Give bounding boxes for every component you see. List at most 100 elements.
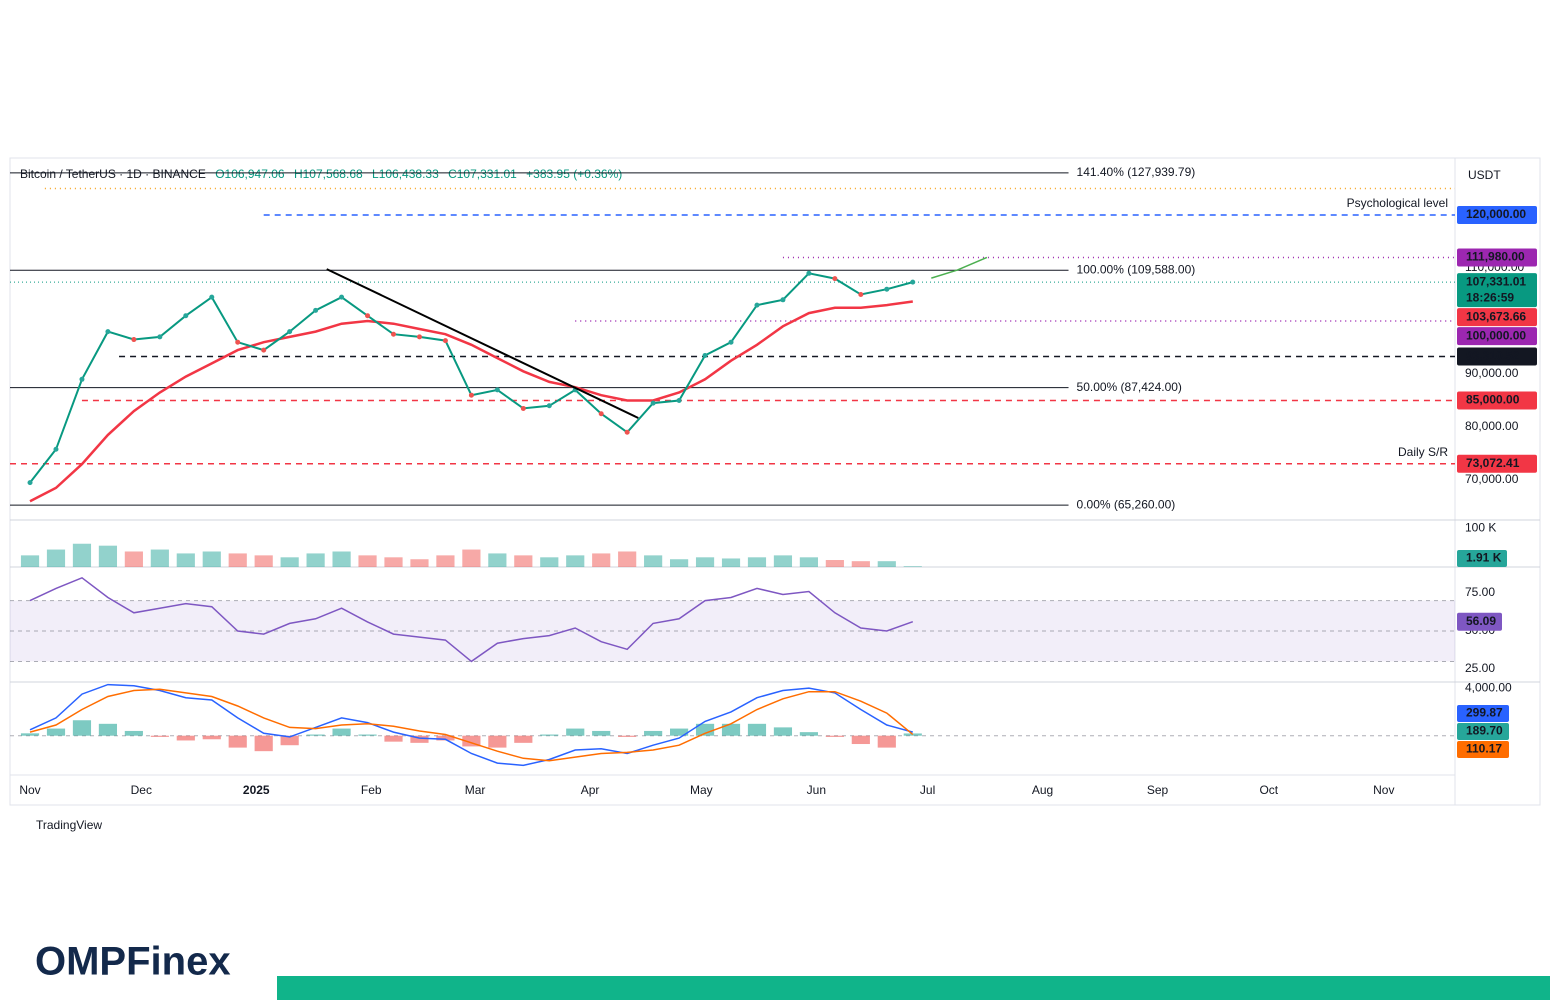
price-point <box>624 429 630 435</box>
price-point <box>546 403 552 409</box>
price-tag <box>1457 327 1537 346</box>
volume-bar <box>721 558 741 567</box>
macd-histogram-bar <box>176 735 195 741</box>
price-tag-label: 107,331.01 <box>1466 274 1526 288</box>
price-tag <box>1457 391 1537 410</box>
volume-tick-label: 100 K <box>1465 520 1496 534</box>
price-point <box>728 339 734 345</box>
volume-bar <box>436 555 455 567</box>
volume-bar <box>332 551 351 567</box>
volume-bar <box>150 549 169 567</box>
level-label: 141.40% (127,939.79) <box>1077 165 1196 179</box>
price-point <box>780 297 786 303</box>
macd-line <box>29 683 913 767</box>
volume-tag <box>1457 550 1507 567</box>
footer-bar <box>277 976 1550 1000</box>
close: C107,331.01 <box>448 167 517 181</box>
macd-histogram-bar <box>592 730 611 736</box>
y-tick-label: 90,000.00 <box>1465 366 1519 380</box>
price-point <box>391 331 397 337</box>
price-tag-label: 85,000.00 <box>1466 393 1520 407</box>
x-tick-label: Jul <box>920 783 935 797</box>
price-point <box>442 338 448 344</box>
price-tag <box>1457 273 1537 308</box>
x-tick-label: Apr <box>581 783 600 797</box>
volume-bar <box>747 557 767 567</box>
volume-bar <box>228 553 247 567</box>
price-point <box>806 270 812 276</box>
macd-histogram-bar <box>488 735 507 748</box>
logo: OMPFinex <box>35 940 231 984</box>
macd-histogram-bar <box>228 735 247 748</box>
price-point <box>702 352 708 358</box>
macd-histogram-bar <box>670 728 689 736</box>
price-tag-label: 103,673.66 <box>1466 309 1526 323</box>
macd-histogram-bar <box>799 732 818 736</box>
macd-histogram-bar <box>721 723 741 736</box>
price-tag <box>1457 454 1537 473</box>
volume-bar <box>46 549 66 567</box>
macd-histogram-bar <box>825 735 844 737</box>
volume-bar <box>176 553 195 567</box>
macd-histogram-bar <box>306 734 325 736</box>
price-point <box>520 405 526 411</box>
level-label: 50.00% (87,424.00) <box>1077 380 1182 394</box>
macd-histogram-bar <box>851 735 870 745</box>
trendline <box>326 268 639 419</box>
legend-header: Bitcoin / TetherUS · 1D · BINANCE O106,9… <box>20 167 622 181</box>
volume-bar <box>514 555 533 567</box>
change: +383.95 (+0.36%) <box>526 167 622 181</box>
price-tag-label: 111,980.00 <box>1466 250 1525 264</box>
volume-bar <box>124 551 143 567</box>
macd-histogram-bar <box>436 735 455 741</box>
macd-histogram-bar <box>72 720 92 736</box>
price-point <box>884 286 890 292</box>
volume-bar <box>462 549 481 567</box>
x-tick-label: Dec <box>131 783 152 797</box>
macd-histogram-bar <box>644 730 663 736</box>
macd-tick-label: 4,000.00 <box>1465 680 1512 694</box>
price-tag <box>1457 248 1537 267</box>
macd-histogram-bar <box>358 734 377 736</box>
price-point <box>27 480 33 486</box>
price-point <box>598 411 604 417</box>
rsi-tick-label: 75.00 <box>1465 585 1495 599</box>
macd-histogram-bar <box>332 728 351 736</box>
low: L106,438.33 <box>372 167 439 181</box>
price-point <box>261 347 267 353</box>
macd-tag <box>1457 705 1509 722</box>
price-point <box>339 294 345 300</box>
price-point <box>494 387 500 393</box>
macd-histogram-bar <box>514 735 533 743</box>
macd-histogram-bar <box>877 735 896 748</box>
price-tag-label: 120,000.00 <box>1466 207 1526 221</box>
x-tick-label: Nov <box>1373 783 1394 797</box>
chart-frame <box>9 157 1541 806</box>
volume-bar <box>358 555 377 567</box>
macd-histogram-bar <box>747 723 767 736</box>
x-tick-label: Nov <box>19 783 40 797</box>
price-point <box>832 276 838 282</box>
price-point <box>650 400 656 406</box>
macd-histogram-bar <box>384 735 403 742</box>
signal-line <box>29 688 914 762</box>
macd-histogram-bar <box>46 728 66 736</box>
price-point <box>910 279 916 285</box>
price-point <box>79 376 85 382</box>
volume-bar <box>202 551 221 567</box>
macd-histogram-bar <box>280 735 299 746</box>
price-tag <box>1457 308 1537 327</box>
price-tag-label: 100,000.00 <box>1466 328 1526 342</box>
x-tick-label: Jun <box>807 783 826 797</box>
volume-bar <box>20 555 40 567</box>
volume-bar <box>695 557 715 567</box>
macd-tag-label: 189.70 <box>1466 724 1503 738</box>
price-point <box>209 294 215 300</box>
volume-bar <box>877 561 896 567</box>
y-tick-label: 80,000.00 <box>1465 419 1519 433</box>
x-tick-label: Oct <box>1259 783 1278 797</box>
macd-histogram-bar <box>410 735 429 743</box>
price-point <box>131 337 137 343</box>
price-point <box>468 392 474 398</box>
rsi-tag-label: 56.09 <box>1466 614 1496 628</box>
